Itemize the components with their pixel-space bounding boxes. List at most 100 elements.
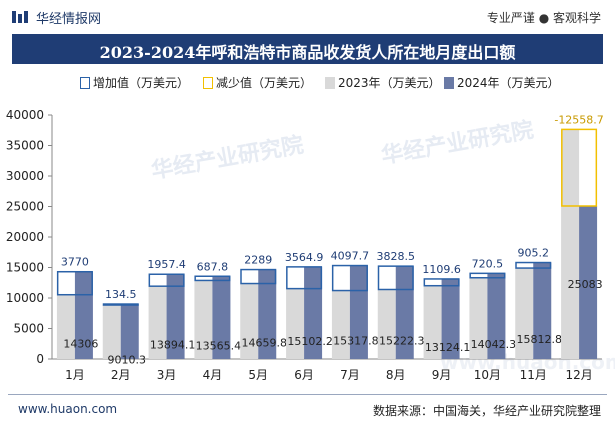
value-label-2024: 15812.8 <box>517 333 563 346</box>
bar-2023 <box>56 294 75 359</box>
legend-2024: 2024年（万美元） <box>444 74 560 91</box>
increase-marker <box>240 268 277 285</box>
legend-decrease-swatch <box>203 77 213 89</box>
x-tick-label: 3月 <box>157 368 177 382</box>
increase-marker <box>194 275 231 282</box>
legend-increase-label: 增加值（万美元） <box>93 76 190 90</box>
legend-increase: 增加值（万美元） <box>80 74 189 91</box>
x-tick-label: 5月 <box>248 368 268 382</box>
legend-2024-label: 2024年（万美元） <box>457 76 560 90</box>
footer-divider <box>8 394 607 395</box>
y-tick-label: 0 <box>36 352 44 366</box>
bar-2023 <box>515 268 534 359</box>
bar-chart: 0 5000 10000 15000 20000 25000 30000 35000 40000… <box>6 108 604 382</box>
x-tick-label: 1月 <box>65 368 85 382</box>
value-label-2024: 15222.3 <box>379 335 425 348</box>
bar-2023 <box>469 277 488 359</box>
y-tick-label: 5000 <box>13 322 44 336</box>
legend-decrease-label: 减少值（万美元） <box>216 76 313 90</box>
increase-marker <box>423 278 460 287</box>
bar-2023 <box>194 280 213 359</box>
bar-2024 <box>304 266 323 359</box>
x-tick-label: 9月 <box>432 368 452 382</box>
bar-2024 <box>487 273 506 359</box>
increase-marker <box>331 264 368 292</box>
x-tick-label: 4月 <box>203 368 223 382</box>
brand-logo-icon <box>12 11 28 23</box>
change-label: 3564.9 <box>285 251 324 264</box>
bar-2023 <box>377 289 396 359</box>
change-label: 687.8 <box>197 260 229 273</box>
bar-2024 <box>74 271 93 359</box>
change-label: 2289 <box>244 254 272 267</box>
x-tick-label: 8月 <box>386 368 406 382</box>
title-bar: 2023-2024年呼和浩特市商品收发货人所在地月度出口额 <box>12 34 603 64</box>
change-label: 3770 <box>61 256 89 269</box>
bar-2023 <box>561 129 580 359</box>
decrease-marker <box>561 128 598 207</box>
legend-increase-swatch <box>80 77 90 89</box>
change-label: 4097.7 <box>331 250 370 263</box>
change-label: -12558.7 <box>554 113 603 126</box>
bar-2024 <box>533 262 552 359</box>
bar-2023 <box>286 288 305 359</box>
bar-2023 <box>148 286 167 359</box>
y-tick-label: 20000 <box>6 230 44 244</box>
chart-legend: 增加值（万美元） 减少值（万美元） 2023年（万美元） 2024年（万美元） <box>0 74 615 94</box>
x-tick-label: 10月 <box>474 368 501 382</box>
x-tick-label: 12月 <box>565 368 592 382</box>
value-label-2024: 25083 <box>568 278 603 291</box>
change-label: 1109.6 <box>422 263 461 276</box>
x-tick-label: 2月 <box>111 368 131 382</box>
bar-2023 <box>102 304 121 359</box>
bar-2024 <box>258 269 277 359</box>
value-label-2024: 9010.3 <box>108 354 147 367</box>
bar-2024 <box>212 276 231 359</box>
value-label-2024: 15102.2 <box>287 335 333 348</box>
value-label-2024: 14659.8 <box>242 336 288 349</box>
x-tick-label: 7月 <box>340 368 360 382</box>
footer-website: www.huaon.com <box>18 402 118 416</box>
change-label: 720.5 <box>472 257 504 270</box>
y-tick-label: 25000 <box>6 200 44 214</box>
bar-2023 <box>423 285 442 359</box>
increase-marker <box>377 265 414 291</box>
increase-marker <box>286 266 323 290</box>
change-label: 134.5 <box>105 288 137 301</box>
legend-2023: 2023年（万美元） <box>325 74 441 91</box>
increase-marker <box>102 303 139 306</box>
y-tick-label: 35000 <box>6 139 44 153</box>
value-label-2024: 13124.1 <box>425 341 471 354</box>
increase-marker <box>56 270 93 296</box>
footer-source: 数据来源：中国海关，华经产业研究院整理 <box>372 404 601 418</box>
legend-decrease: 减少值（万美元） <box>203 74 312 91</box>
value-label-2024: 14306 <box>63 337 98 350</box>
brand-name: 华经情报网 <box>36 12 102 27</box>
legend-2023-swatch <box>325 77 335 89</box>
value-label-2024: 14042.3 <box>471 338 517 351</box>
change-label: 905.2 <box>518 247 550 260</box>
top-header: 华经情报网 专业严谨 ● 客观科学 <box>0 0 615 34</box>
increase-marker <box>148 273 185 287</box>
value-label-2024: 13894.1 <box>150 339 196 352</box>
chart-title: 2023-2024年呼和浩特市商品收发货人所在地月度出口额 <box>99 43 516 62</box>
legend-2024-swatch <box>444 77 454 89</box>
x-tick-label: 6月 <box>294 368 314 382</box>
bar-2024 <box>441 278 460 359</box>
increase-marker <box>515 261 552 269</box>
change-label: 3828.5 <box>377 250 416 263</box>
legend-2023-label: 2023年（万美元） <box>338 76 441 90</box>
bar-2024 <box>166 274 185 359</box>
change-label: 1957.4 <box>147 258 186 271</box>
increase-marker <box>469 272 506 279</box>
slogan: 专业严谨 ● 客观科学 <box>486 11 601 25</box>
y-tick-label: 15000 <box>6 261 44 275</box>
value-label-2024: 15317.8 <box>333 334 379 347</box>
bar-2024 <box>120 304 139 359</box>
bar-2023 <box>240 283 259 359</box>
y-tick-label: 40000 <box>6 108 44 122</box>
y-tick-label: 10000 <box>6 291 44 305</box>
bar-2024 <box>579 205 598 359</box>
value-label-2024: 13565.4 <box>196 340 242 353</box>
y-tick-label: 30000 <box>6 169 44 183</box>
